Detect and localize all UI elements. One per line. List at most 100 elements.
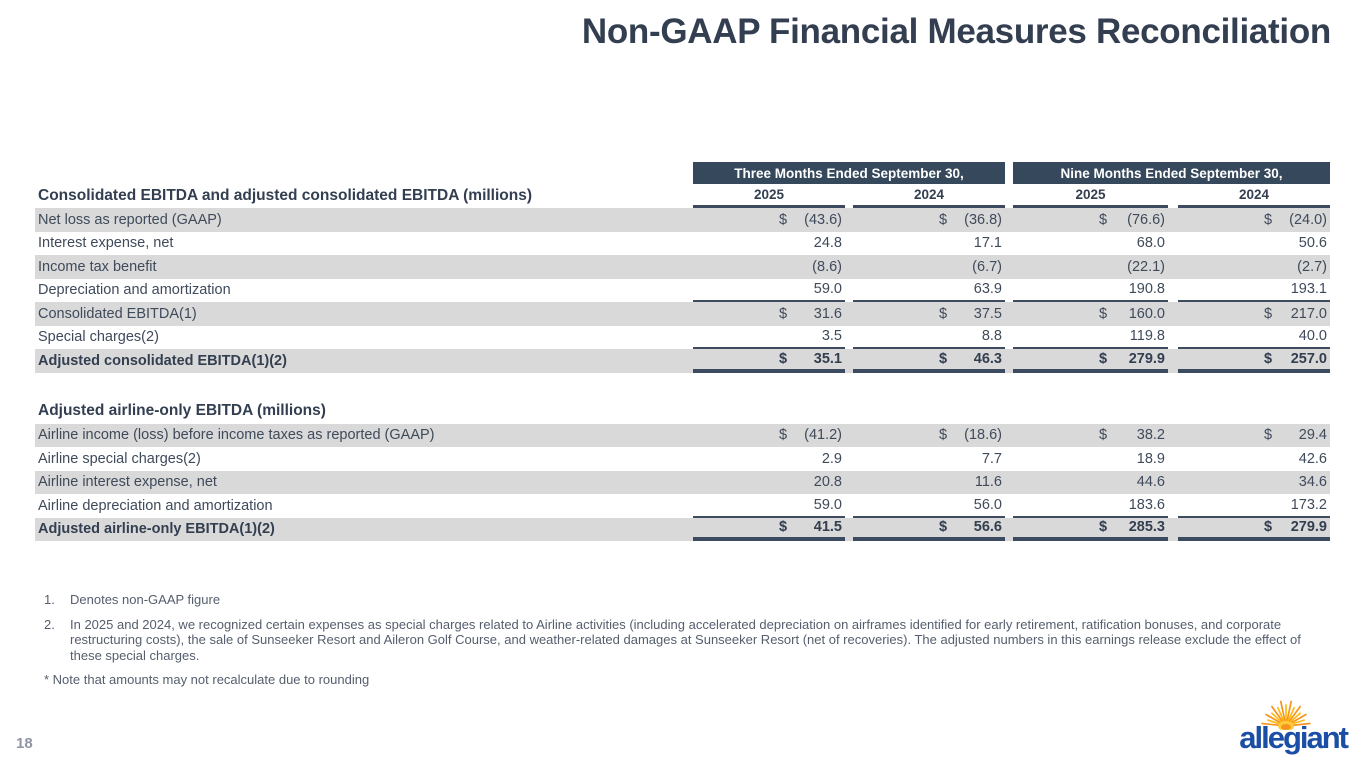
value-cell: $279.9 — [1013, 349, 1168, 373]
year-header: 2024 — [853, 184, 1005, 208]
cell-value: 18.9 — [1136, 450, 1165, 467]
cell-value: 59.0 — [813, 496, 842, 513]
value-cell: 190.8 — [1013, 279, 1168, 302]
allegiant-logo: allegiant — [1197, 700, 1349, 760]
row-label: Airline income (loss) before income taxe… — [38, 427, 435, 444]
cell-value: 46.3 — [973, 350, 1002, 367]
dollar-sign: $ — [779, 427, 788, 444]
value-cell: $29.4 — [1178, 424, 1330, 448]
dollar-sign: $ — [1264, 350, 1273, 367]
dollar-sign: $ — [939, 519, 948, 536]
row-label: Airline depreciation and amortization — [38, 497, 273, 514]
value-cell: $41.5 — [693, 518, 845, 541]
table-row: Interest expense, net 24.8 17.1 68.0 50.6 — [35, 232, 1330, 256]
dollar-sign: $ — [779, 211, 788, 228]
cell-value: 17.1 — [973, 235, 1002, 252]
row-label: Airline special charges(2) — [38, 450, 201, 467]
dollar-sign: $ — [1099, 519, 1108, 536]
period-header-row: Three Months Ended September 30, Nine Mo… — [693, 162, 1330, 184]
value-cell: 11.6 — [853, 471, 1005, 495]
row-label: Special charges(2) — [38, 329, 159, 346]
value-cell: $257.0 — [1178, 349, 1330, 373]
footnotes: 1. Denotes non-GAAP figure 2. In 2025 and 2… — [44, 592, 1320, 688]
period-header-nine-months: Nine Months Ended September 30, — [1013, 162, 1330, 184]
value-cell: $ (76.6) — [1013, 208, 1168, 232]
cell-value: 41.5 — [813, 519, 842, 536]
value-cell: $ (43.6) — [693, 208, 845, 232]
cell-value: 11.6 — [974, 474, 1002, 491]
cell-value: 217.0 — [1290, 305, 1327, 322]
dollar-sign: $ — [1099, 211, 1108, 228]
table-row: Airline interest expense, net 20.8 11.6 44.… — [35, 470, 1330, 495]
value-cell: 44.6 — [1013, 471, 1168, 495]
cell-value: 29.4 — [1298, 427, 1327, 444]
dollar-sign: $ — [939, 350, 948, 367]
cell-value: 31.6 — [813, 305, 842, 322]
dollar-sign: $ — [779, 350, 788, 367]
cell-value: (18.6) — [964, 427, 1002, 444]
cell-value: 44.6 — [1136, 474, 1165, 491]
value-cell: 8.8 — [853, 326, 1005, 349]
dollar-sign: $ — [779, 519, 788, 536]
cell-value: 190.8 — [1128, 281, 1165, 298]
value-cell: 40.0 — [1178, 326, 1330, 349]
value-cell: 50.6 — [1178, 232, 1330, 256]
table-row: Consolidated EBITDA(1) $31.6 $37.5 $160.0 $2… — [35, 302, 1330, 326]
year-header: 2025 — [693, 184, 845, 208]
page-title: Non-GAAP Financial Measures Reconciliati… — [581, 12, 1331, 51]
value-cell: 20.8 — [693, 471, 845, 495]
page-number: 18 — [16, 735, 33, 752]
value-cell: 68.0 — [1013, 232, 1168, 256]
section-heading: Consolidated EBITDA and adjusted consoli… — [38, 187, 533, 204]
cell-value: 63.9 — [973, 281, 1002, 298]
row-label: Airline interest expense, net — [38, 474, 217, 491]
cell-value: (6.7) — [972, 258, 1002, 275]
value-cell: 42.6 — [1178, 447, 1330, 471]
row-label: Income tax benefit — [38, 258, 157, 275]
cell-value: 119.8 — [1129, 328, 1165, 345]
cell-value: 20.8 — [813, 474, 842, 491]
footnote-list: 1. Denotes non-GAAP figure 2. In 2025 and 2… — [44, 592, 1320, 663]
cell-value: 279.9 — [1128, 350, 1165, 367]
value-cell: $279.9 — [1178, 518, 1330, 541]
value-cell: (8.6) — [693, 255, 845, 279]
value-cell: 183.6 — [1013, 494, 1168, 518]
value-cell: 2.9 — [693, 447, 845, 471]
dollar-sign: $ — [1099, 427, 1108, 444]
value-cell: $38.2 — [1013, 424, 1168, 448]
cell-value: 38.2 — [1136, 427, 1165, 444]
cell-value: (24.0) — [1289, 211, 1327, 228]
cell-value: 279.9 — [1290, 519, 1327, 536]
value-cell: (2.7) — [1178, 255, 1330, 279]
value-cell: (22.1) — [1013, 255, 1168, 279]
section-heading-row: Consolidated EBITDA and adjusted consoli… — [35, 184, 1330, 208]
dollar-sign: $ — [939, 211, 948, 228]
value-cell: 56.0 — [853, 494, 1005, 518]
table-body: Consolidated EBITDA and adjusted consoli… — [35, 184, 1330, 541]
footnote-marker: 2. — [44, 616, 55, 632]
value-cell: 34.6 — [1178, 471, 1330, 495]
section-heading: Adjusted airline-only EBITDA (millions) — [38, 401, 326, 419]
value-cell: 119.8 — [1013, 326, 1168, 349]
cell-value: 37.5 — [973, 305, 1002, 322]
table-row: Income tax benefit (8.6) (6.7) (22.1) (2.7) — [35, 255, 1330, 279]
cell-value: 3.5 — [821, 328, 842, 345]
year-header: 2024 — [1178, 184, 1330, 208]
value-cell: (6.7) — [853, 255, 1005, 279]
cell-value: 24.8 — [813, 235, 842, 252]
value-cell: 24.8 — [693, 232, 845, 256]
value-cell: 7.7 — [853, 447, 1005, 471]
value-cell: 18.9 — [1013, 447, 1168, 471]
cell-value: 59.0 — [813, 281, 842, 298]
cell-value: 160.0 — [1128, 305, 1165, 322]
cell-value: 173.2 — [1290, 496, 1327, 513]
cell-value: (41.2) — [804, 427, 842, 444]
period-header-three-months: Three Months Ended September 30, — [693, 162, 1005, 184]
logo-wordmark: allegiant — [1239, 720, 1349, 755]
value-cell: 59.0 — [693, 279, 845, 302]
value-cell: $217.0 — [1178, 302, 1330, 326]
row-label: Consolidated EBITDA(1) — [38, 305, 197, 322]
dollar-sign: $ — [1099, 305, 1108, 322]
cell-value: (8.6) — [812, 258, 842, 275]
